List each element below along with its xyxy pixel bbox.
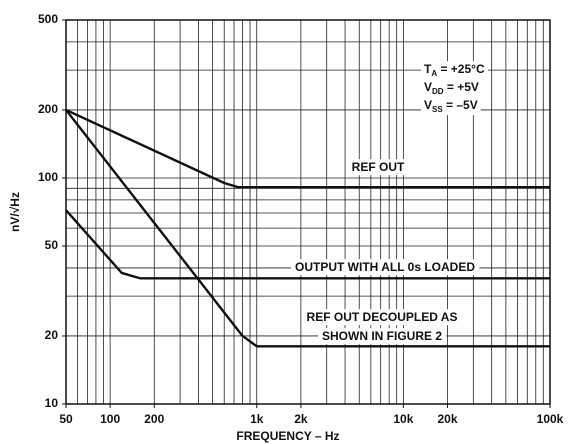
label-background [317, 328, 447, 345]
x-tick-label: 10k [393, 412, 413, 426]
condition-value: = +5V [444, 80, 479, 94]
y-tick-label: 100 [38, 170, 58, 184]
label-background [421, 61, 488, 80]
condition: TA = +25°C [424, 62, 485, 78]
y-tick-label: 50 [45, 238, 59, 252]
x-tick-label: 100 [100, 412, 120, 426]
curve-label: OUTPUT WITH ALL 0s LOADED [295, 260, 475, 274]
condition-subscript: A [431, 69, 437, 78]
label-background [347, 159, 409, 176]
condition: VDD = +5V [424, 80, 479, 96]
series-line [65, 109, 550, 348]
condition-value: = –5V [443, 98, 478, 112]
y-axis-label: nV/√Hz [8, 192, 22, 232]
label-background [421, 97, 481, 116]
condition-symbol: T [424, 62, 432, 76]
condition-subscript: SS [432, 105, 443, 114]
y-tick-label: 10 [45, 396, 59, 410]
curve-label: REF OUT DECOUPLED AS [307, 310, 458, 324]
x-tick-label: 50 [59, 412, 73, 426]
label-background [291, 259, 480, 276]
x-tick-label: 100k [537, 412, 564, 426]
series-line [65, 108, 550, 189]
curve-label: REF OUT [352, 160, 405, 174]
x-tick-label: 2k [294, 412, 308, 426]
condition-symbol: V [424, 80, 432, 94]
label-background [421, 79, 482, 98]
y-tick-label: 20 [45, 328, 59, 342]
condition-value: = +25°C [437, 62, 485, 76]
series-line [65, 209, 550, 280]
condition-subscript: DD [432, 87, 444, 96]
y-tick-label: 500 [38, 12, 58, 26]
x-axis-label: FREQUENCY – Hz [236, 429, 339, 443]
x-tick-label: 1k [250, 412, 264, 426]
x-tick-label: 20k [438, 412, 458, 426]
condition: VSS = –5V [424, 98, 478, 114]
x-tick-label: 200 [144, 412, 164, 426]
condition-symbol: V [424, 98, 432, 112]
label-background [302, 309, 462, 326]
y-tick-label: 200 [38, 102, 58, 116]
curve-label: SHOWN IN FIGURE 2 [322, 329, 442, 343]
